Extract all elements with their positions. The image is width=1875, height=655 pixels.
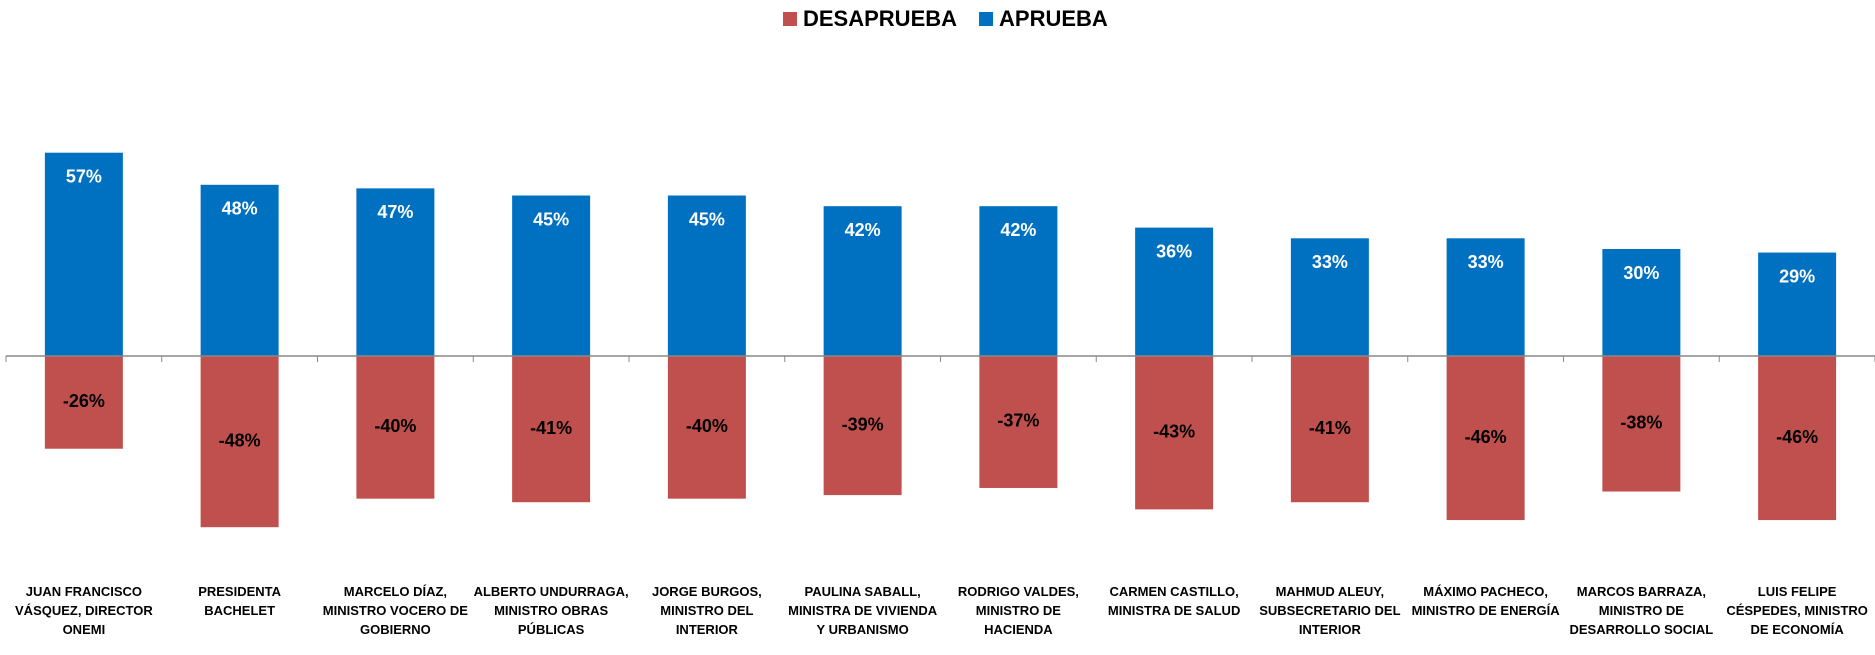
x-tick-label: LUIS FELIPE CÉSPEDES, MINISTRO DE ECONOM… — [1726, 584, 1868, 637]
legend-label: APRUEBA — [999, 6, 1108, 31]
bar — [44, 152, 123, 356]
data-label: 30% — [1623, 263, 1659, 283]
x-tick-label: PRESIDENTA BACHELET — [198, 584, 282, 618]
bar — [356, 188, 435, 356]
bar — [1135, 356, 1214, 510]
bar — [200, 356, 279, 528]
data-label: -43% — [1153, 421, 1195, 441]
data-label: -46% — [1776, 427, 1818, 447]
x-tick-label: MARCOS BARRAZA, MINISTRO DE DESARROLLO S… — [1569, 584, 1714, 637]
bar — [1446, 356, 1525, 521]
data-label: 42% — [1000, 220, 1036, 240]
bar — [512, 195, 591, 356]
x-tick-label: MAHMUD ALEUY, SUBSECRETARIO DEL INTERIOR — [1259, 584, 1401, 637]
x-tick-label: MÁXIMO PACHECO, MINISTRO DE ENERGÍA — [1411, 584, 1560, 618]
bar — [512, 356, 591, 503]
data-label: -26% — [63, 391, 105, 411]
bar — [1602, 356, 1681, 492]
bar — [1135, 227, 1214, 356]
data-label: -41% — [1309, 418, 1351, 438]
legend-label: DESAPRUEBA — [803, 6, 957, 31]
data-label: 45% — [689, 209, 725, 229]
x-tick-label: PAULINA SABALL, MINISTRA DE VIVIENDA Y U… — [788, 584, 938, 637]
bar — [1290, 356, 1369, 503]
bar — [1758, 356, 1837, 521]
bar — [356, 356, 435, 499]
bar — [979, 356, 1058, 488]
legend-swatch — [783, 12, 797, 26]
bar — [1758, 252, 1837, 356]
data-label: 45% — [533, 209, 569, 229]
bar — [667, 356, 746, 499]
data-label: -48% — [219, 430, 261, 450]
data-label: 33% — [1468, 252, 1504, 272]
bar — [667, 195, 746, 356]
x-tick-label: JUAN FRANCISCO VÁSQUEZ, DIRECTOR ONEMI — [15, 584, 153, 637]
x-tick-label: JORGE BURGOS, MINISTRO DEL INTERIOR — [651, 584, 762, 637]
legend-swatch — [979, 12, 994, 26]
bar — [1602, 249, 1681, 356]
data-label: -46% — [1465, 427, 1507, 447]
x-tick-label: RODRIGO VALDES, MINISTRO DE HACIENDA — [957, 584, 1079, 637]
bar — [44, 356, 123, 449]
bar — [979, 206, 1058, 356]
data-label: 33% — [1312, 252, 1348, 272]
bar — [823, 356, 902, 496]
bar — [1446, 238, 1525, 356]
data-label: 47% — [377, 202, 413, 222]
x-tick-label: MARCELO DÍAZ, MINISTRO VOCERO DE GOBIERN… — [322, 584, 468, 637]
bar — [1290, 238, 1369, 356]
data-label: -40% — [686, 416, 728, 436]
data-label: 57% — [66, 166, 102, 186]
data-label: 42% — [845, 220, 881, 240]
data-label: -39% — [842, 414, 884, 434]
data-label: -41% — [530, 418, 572, 438]
data-label: 36% — [1156, 241, 1192, 261]
x-tick-label: CARMEN CASTILLO, MINISTRA DE SALUD — [1107, 584, 1241, 618]
data-label: -37% — [997, 411, 1039, 431]
data-label: 29% — [1779, 266, 1815, 286]
data-label: -38% — [1620, 413, 1662, 433]
bar — [200, 184, 279, 356]
data-label: 48% — [222, 199, 258, 219]
data-label: -40% — [374, 416, 416, 436]
x-tick-label: ALBERTO UNDURRAGA, MINISTRO OBRAS PÚBLIC… — [473, 584, 629, 637]
bar — [823, 206, 902, 356]
